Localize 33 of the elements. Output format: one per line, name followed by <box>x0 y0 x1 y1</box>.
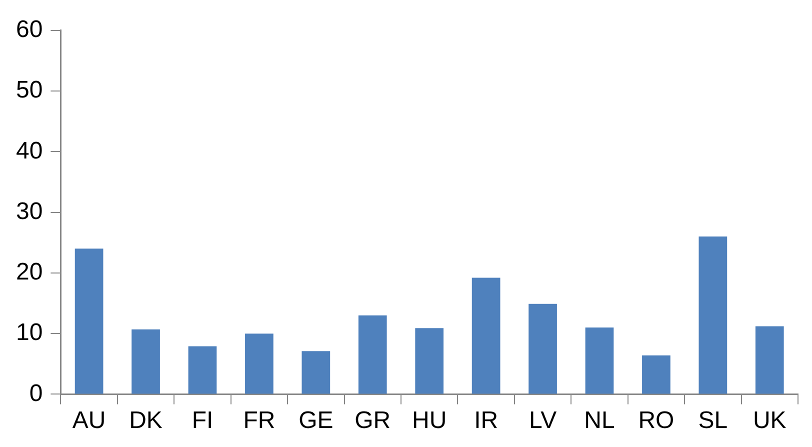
x-tick-label: DK <box>129 407 162 434</box>
x-tick-label: RO <box>638 407 674 434</box>
bar <box>528 304 557 394</box>
x-tick-label: FI <box>192 407 214 434</box>
x-tick-label: IR <box>474 407 498 434</box>
y-tick-label: 40 <box>16 137 43 164</box>
y-tick-label: 50 <box>16 76 43 104</box>
bar <box>74 248 104 394</box>
bar <box>642 355 670 394</box>
bar <box>245 334 274 394</box>
bar <box>188 346 217 394</box>
y-tick-label: 30 <box>16 198 43 225</box>
x-tick-label: LV <box>528 407 557 434</box>
bar <box>302 351 330 394</box>
x-tick-label: FR <box>243 407 276 434</box>
x-tick-label: HU <box>412 407 447 434</box>
bar <box>415 328 444 394</box>
bar <box>698 236 728 394</box>
bar <box>755 326 784 394</box>
x-tick-label: AU <box>72 407 106 434</box>
y-tick-label: 0 <box>29 380 43 407</box>
bar <box>585 328 614 394</box>
x-tick-label: GE <box>298 407 334 434</box>
bar <box>472 278 500 394</box>
y-tick-label: 60 <box>16 16 43 44</box>
bar <box>358 315 387 394</box>
x-tick-label: UK <box>752 407 786 434</box>
x-tick-label: SL <box>698 407 728 434</box>
y-tick-label: 10 <box>16 319 43 346</box>
y-tick-label: 20 <box>16 258 43 286</box>
x-tick-label: NL <box>584 407 615 434</box>
bar <box>132 329 160 394</box>
x-tick-label: GR <box>354 407 391 434</box>
